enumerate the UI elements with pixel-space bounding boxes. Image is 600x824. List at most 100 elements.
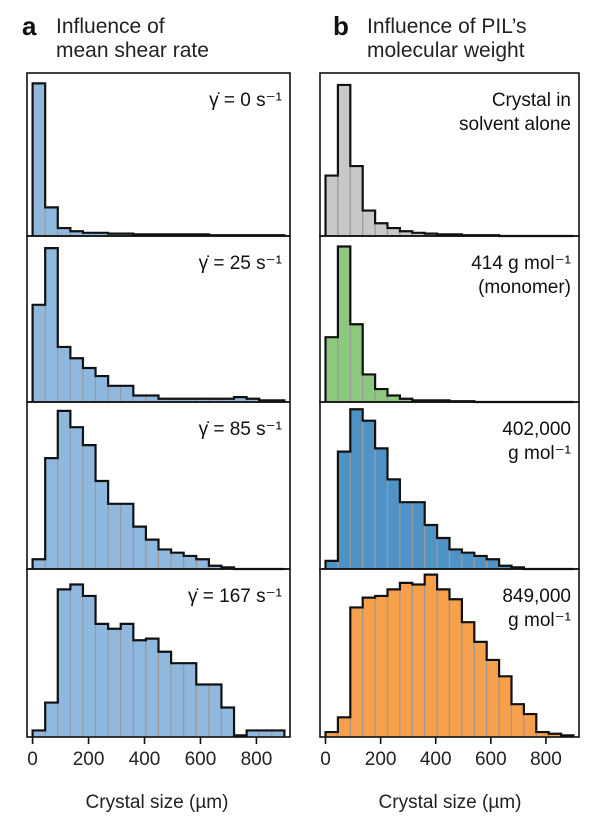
histogram-bar-a1-2 <box>44 206 59 237</box>
subplot-annotation-b3-line-2: g mol⁻¹ <box>508 443 571 464</box>
histogram-bar-a2-5 <box>82 367 97 403</box>
histogram-bar-b4-5 <box>374 595 389 738</box>
histogram-bar-b4-3 <box>349 606 364 738</box>
histogram-bar-a3-4 <box>69 426 84 570</box>
histogram-bar-a2-1 <box>31 304 46 403</box>
histogram-bar-b1-4 <box>362 209 376 237</box>
histogram-bar-b3-4 <box>362 420 376 570</box>
panel-b-label: b <box>333 11 349 41</box>
histogram-area: γ̇ = 0 s⁻¹ γ̇ = 25 s⁻¹ γ̇ = 85 s⁻¹ γ̇ = 167… <box>26 72 580 770</box>
subplot-frame-b4 <box>319 568 580 738</box>
histogram-bar-a4-10 <box>145 637 160 738</box>
panel-a-subplot-2: γ̇ = 25 s⁻¹ <box>26 235 291 403</box>
panel-b-title-line-2: molecular weight <box>367 39 525 62</box>
histogram-bar-b4-4 <box>362 596 376 738</box>
panel-b-x-axis-label: Crystal size (µm) <box>379 792 522 813</box>
histogram-bar-b3-2 <box>337 451 351 570</box>
histogram-bar-b2-3 <box>349 323 364 403</box>
histogram-bar-a4-3 <box>57 588 71 738</box>
histogram-outline-a2 <box>31 247 286 402</box>
histogram-bar-a2-4 <box>69 357 84 403</box>
panel-b-title-line-1: Influence of PIL’s <box>367 15 527 38</box>
x-tick-label-a-4: 600 <box>185 749 217 770</box>
x-tick-label-a-1: 0 <box>27 749 38 770</box>
histogram-bar-a3-5 <box>82 444 97 570</box>
histogram-outline-a3 <box>31 409 285 571</box>
histogram-bar-b3-12 <box>461 552 475 570</box>
histogram-bar-b1-6 <box>386 227 401 237</box>
subplot-annotation-b3-line-1: 402,000 <box>502 419 571 440</box>
histogram-outline-b4 <box>324 573 575 737</box>
histogram-bar-a3-10 <box>145 539 160 570</box>
histogram-bar-b4-9 <box>424 574 438 738</box>
histogram-bar-a2-2 <box>44 247 59 403</box>
histogram-bar-b2-1 <box>324 336 339 403</box>
histogram-bar-a2-8 <box>120 385 134 403</box>
histogram-bar-a2-7 <box>107 385 122 403</box>
histogram-bar-a4-14 <box>195 683 210 738</box>
x-tick-label-b-4: 600 <box>475 749 507 770</box>
histogram-bar-b4-13 <box>473 641 488 738</box>
x-tick-label-a-3: 400 <box>129 749 161 770</box>
subplot-annotation-b2-line-1: 414 g mol⁻¹ <box>471 253 571 274</box>
x-tick-label-b-1: 0 <box>320 749 331 770</box>
histogram-bar-b2-4 <box>362 373 376 403</box>
histogram-outline-a4 <box>31 583 286 737</box>
panel-b-subplot-3: 402,000 g mol⁻¹ <box>319 401 580 571</box>
histogram-bar-a4-16 <box>220 706 235 738</box>
subplot-annotation-b4-line-2: g mol⁻¹ <box>508 610 571 631</box>
histogram-bar-a3-6 <box>94 480 109 570</box>
x-tick-label-a-2: 200 <box>73 749 105 770</box>
x-tick-label-b-2: 200 <box>365 749 397 770</box>
histogram-bar-b3-5 <box>374 447 389 570</box>
histogram-bar-b4-14 <box>486 659 500 738</box>
histogram-bar-a3-2 <box>44 457 59 570</box>
histogram-bar-a4-4 <box>69 583 84 738</box>
histogram-bar-a3-11 <box>157 548 172 570</box>
histogram-bar-a3-7 <box>107 503 122 570</box>
panel-a-x-axis-label: Crystal size (µm) <box>86 792 229 813</box>
histogram-bar-b3-11 <box>448 548 463 570</box>
histogram-bar-b3-13 <box>473 555 488 570</box>
x-tick-label-b-3: 400 <box>420 749 452 770</box>
histogram-bar-b1-3 <box>349 165 364 237</box>
subplot-annotation-a4-line-1: γ̇ = 167 s⁻¹ <box>188 586 282 607</box>
histogram-bar-b4-12 <box>461 621 475 738</box>
subplot-frame-a4 <box>26 568 291 738</box>
histogram-bar-b4-15 <box>498 675 513 738</box>
histogram-bar-b3-1 <box>324 560 339 570</box>
histogram-bar-a4-9 <box>132 639 147 738</box>
histogram-bar-a2-6 <box>94 375 109 403</box>
panel-b-subplot-4: 849,000 g mol⁻¹ <box>319 568 580 738</box>
histogram-bar-b4-16 <box>510 703 525 738</box>
histogram-bar-a1-1 <box>31 82 46 237</box>
histogram-bar-b2-5 <box>374 388 389 403</box>
histogram-bar-b3-10 <box>436 537 451 570</box>
histogram-bar-b4-8 <box>411 583 426 738</box>
histogram-bar-a3-3 <box>57 410 71 570</box>
subplot-annotation-a2-line-1: γ̇ = 25 s⁻¹ <box>199 253 282 274</box>
histogram-bar-b4-2 <box>337 716 351 738</box>
histogram-bar-a4-6 <box>94 623 109 738</box>
histogram-bar-a1-3 <box>57 227 71 237</box>
histogram-bar-a4-7 <box>107 628 122 738</box>
histogram-bar-a2-3 <box>57 346 71 403</box>
histogram-bar-b4-17 <box>523 713 537 738</box>
subplot-annotation-b2-line-2: (monomer) <box>478 277 571 298</box>
histogram-bar-b2-2 <box>337 245 351 403</box>
histogram-bar-a4-13 <box>183 662 197 738</box>
histogram-bar-b3-6 <box>386 478 401 570</box>
histogram-bar-a4-12 <box>170 662 185 738</box>
panel-a-subplot-4: γ̇ = 167 s⁻¹ <box>26 568 291 738</box>
panel-b-subplot-1: Crystal in solvent alone <box>319 72 580 238</box>
histogram-bar-b3-8 <box>411 501 426 570</box>
histogram-bar-a3-14 <box>195 558 210 570</box>
histogram-bar-a4-2 <box>44 701 59 738</box>
subplot-annotation-b1-line-2: solvent alone <box>459 114 571 135</box>
histogram-bar-b4-7 <box>399 582 413 738</box>
histogram-bar-a4-15 <box>208 683 223 738</box>
histogram-bar-a3-13 <box>183 555 197 570</box>
subplot-annotation-a3-line-1: γ̇ = 85 s⁻¹ <box>199 419 282 440</box>
histogram-bar-a3-8 <box>120 503 134 570</box>
panel-a-title-line-2: mean shear rate <box>56 39 209 62</box>
